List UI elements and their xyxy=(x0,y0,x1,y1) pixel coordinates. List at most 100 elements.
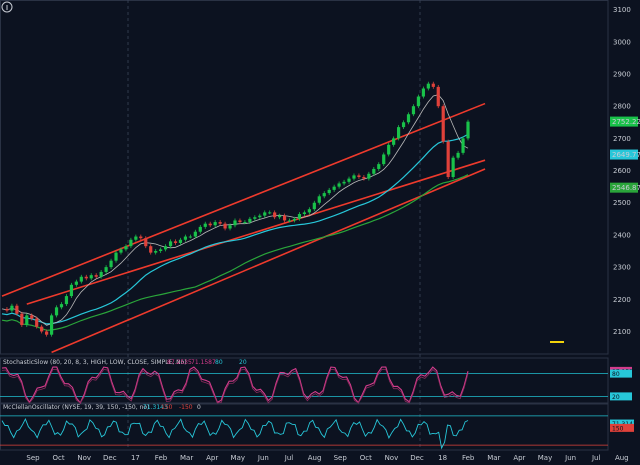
mcclellan-value: 150 xyxy=(161,404,173,411)
x-tick-label: Apr xyxy=(206,454,218,462)
candle-body xyxy=(406,114,411,123)
stochastic-value: 71.1587 xyxy=(191,359,216,366)
price-badge xyxy=(610,149,638,160)
candle-body xyxy=(25,315,29,326)
stochastic-title: StochasticSlow (80, 20, 8, 3, HIGH, LOW,… xyxy=(3,359,187,366)
price-panel xyxy=(0,0,609,355)
y-tick-label: 2500 xyxy=(613,199,631,207)
candle-body xyxy=(54,307,59,316)
candle-body xyxy=(426,83,430,89)
x-tick-label: May xyxy=(231,454,245,462)
candle-body xyxy=(392,138,396,145)
candle-body xyxy=(322,193,326,197)
candle-body xyxy=(317,196,321,203)
stochastic-value: 87.2535 xyxy=(167,359,192,366)
candle-body xyxy=(64,296,69,305)
info-icon[interactable] xyxy=(1,1,13,13)
candle-body xyxy=(357,175,361,177)
candle-body xyxy=(49,315,54,335)
candle-body xyxy=(401,122,406,128)
x-tick-label: Nov xyxy=(77,454,91,462)
x-tick-label: 18 xyxy=(438,454,447,462)
candle-body xyxy=(40,326,44,332)
x-tick-label: Aug xyxy=(308,454,322,462)
candle-body xyxy=(451,157,455,177)
candle-body xyxy=(396,127,401,139)
candle-body xyxy=(163,246,168,250)
price-badge xyxy=(610,116,638,127)
candle-body xyxy=(168,241,173,247)
candle-body xyxy=(253,217,257,219)
candle-body xyxy=(372,168,376,174)
candle-body xyxy=(89,275,93,279)
price-badge xyxy=(610,182,638,193)
candle-body xyxy=(258,215,262,218)
candle-body xyxy=(362,177,366,179)
y-tick-label: 2400 xyxy=(613,231,631,239)
x-tick-label: Jun xyxy=(257,454,269,462)
x-tick-label: Nov xyxy=(385,454,399,462)
candle-body xyxy=(124,246,128,250)
stochastic-k-line xyxy=(1,366,469,404)
x-tick-label: Jun xyxy=(564,454,576,462)
candle-body xyxy=(114,252,118,261)
y-tick-label: 3000 xyxy=(613,38,631,46)
mcclellan-line xyxy=(1,418,469,450)
x-tick-label: Oct xyxy=(53,454,65,462)
channel-line xyxy=(26,159,486,305)
y-tick-label: 2800 xyxy=(613,103,631,111)
y-tick-label: 3100 xyxy=(613,6,631,14)
candle-body xyxy=(456,152,460,158)
candle-body xyxy=(20,313,24,326)
candle-body xyxy=(139,236,143,239)
mcclellan-value: 0 xyxy=(197,404,201,411)
candle-body xyxy=(159,249,163,252)
y-tick-label: 2200 xyxy=(613,296,631,304)
x-tick-label: Feb xyxy=(462,454,475,462)
x-tick-label: Mar xyxy=(487,454,500,462)
candle-body xyxy=(431,83,435,87)
candle-body xyxy=(198,226,202,232)
candle-body xyxy=(45,331,49,335)
candle-body xyxy=(5,308,9,311)
candle-body xyxy=(367,173,371,179)
candle-body xyxy=(223,223,227,229)
candle-body xyxy=(297,214,302,219)
candle-body xyxy=(282,215,287,221)
ma-mid-line xyxy=(1,133,469,325)
candle-body xyxy=(411,106,416,115)
candle-body xyxy=(292,218,297,221)
candle-body xyxy=(446,141,450,177)
candle-body xyxy=(327,189,331,194)
x-tick-label: Apr xyxy=(513,454,525,462)
candle-body xyxy=(441,106,445,142)
candle-body xyxy=(94,275,98,277)
candle-body xyxy=(238,220,242,223)
y-tick-label: 2100 xyxy=(613,328,631,336)
candle-body xyxy=(69,284,74,297)
candle-body xyxy=(466,121,470,139)
candle-body xyxy=(84,276,88,279)
candle-body xyxy=(307,209,311,213)
channel-line xyxy=(51,168,486,354)
candle-body xyxy=(421,88,425,97)
candle-body xyxy=(377,164,381,169)
candle-body xyxy=(183,236,188,240)
candle-body xyxy=(129,239,133,247)
candle-body xyxy=(337,183,341,187)
x-tick-label: May xyxy=(538,454,552,462)
mcclellan-panel xyxy=(0,402,609,451)
candle-body xyxy=(79,276,83,282)
candle-body xyxy=(461,138,465,153)
stochastic-value: 80 xyxy=(215,359,223,366)
candle-body xyxy=(144,238,148,247)
candle-body xyxy=(436,86,440,107)
candle-body xyxy=(278,215,282,218)
mcclellan-badge xyxy=(610,419,634,428)
candle-body xyxy=(15,305,19,314)
mcclellan-badge xyxy=(610,423,634,432)
stochastic-badge-label: 20 xyxy=(612,394,620,401)
candle-body xyxy=(342,181,346,184)
